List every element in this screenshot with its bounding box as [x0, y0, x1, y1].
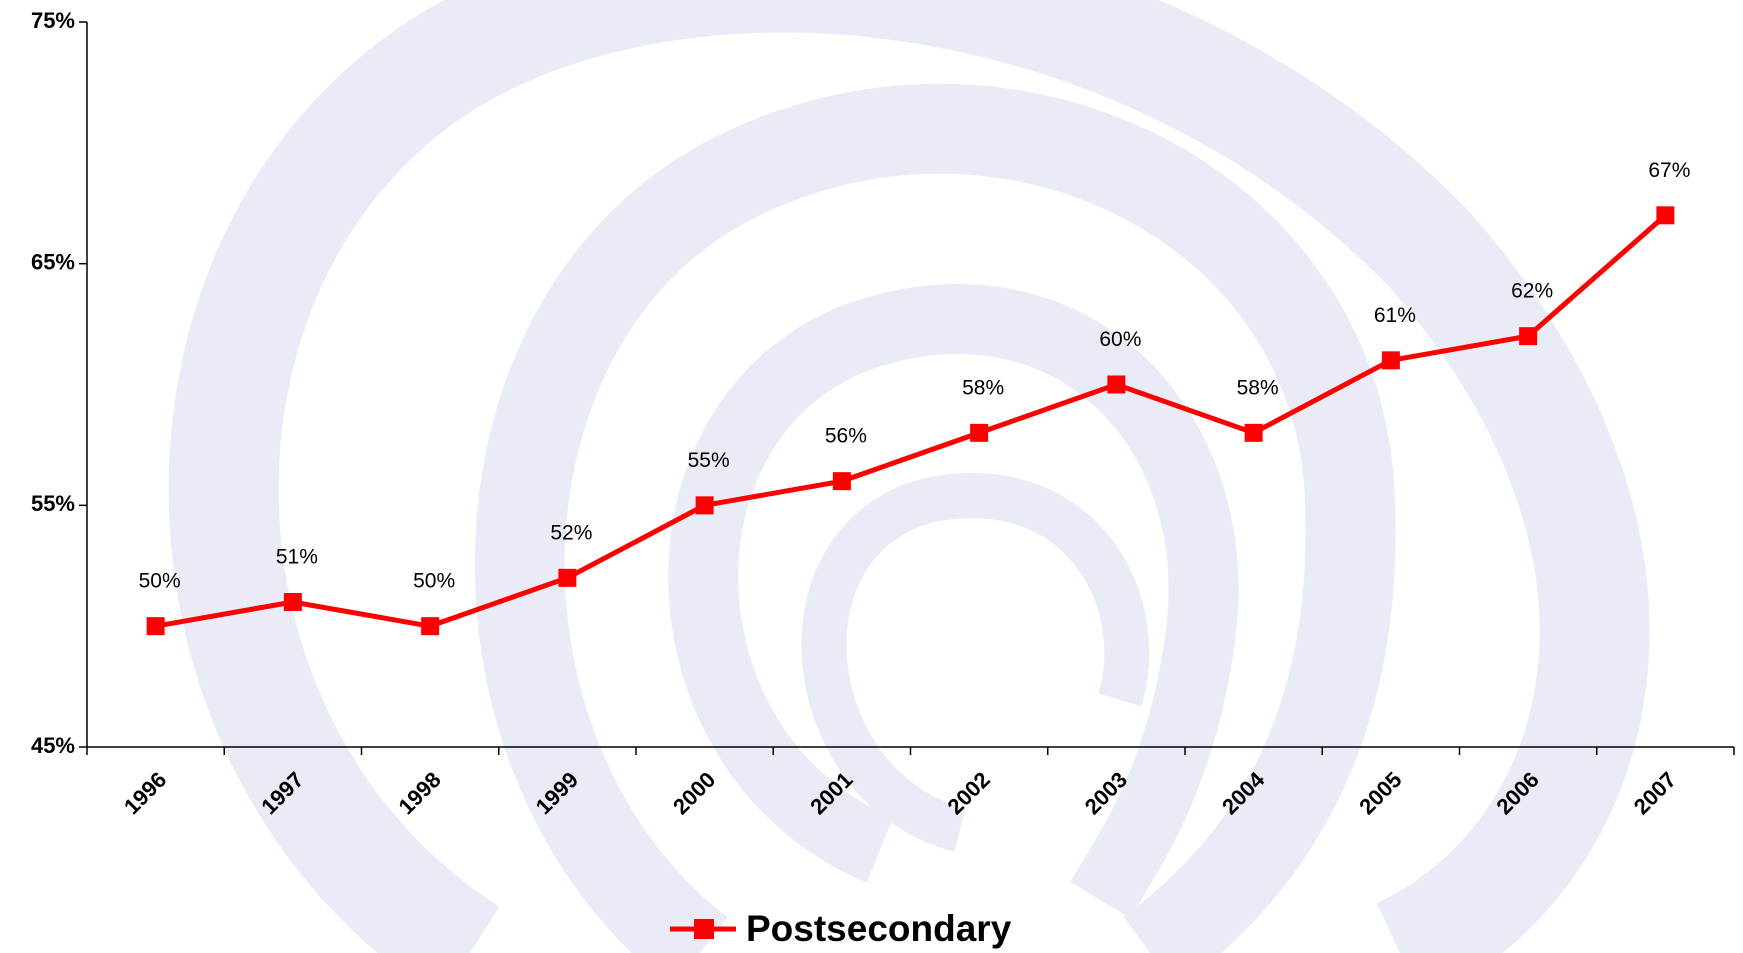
- x-tick-label: 1996: [119, 767, 171, 819]
- point-marker: [1519, 327, 1537, 345]
- data-label: 60%: [1099, 328, 1141, 351]
- y-tick-label: 45%: [31, 733, 75, 758]
- data-label: 51%: [276, 546, 318, 569]
- data-label: 58%: [1237, 376, 1279, 399]
- point-marker: [421, 617, 439, 635]
- point-marker: [1656, 206, 1674, 224]
- x-tick-label: 2000: [668, 767, 720, 819]
- data-label: 62%: [1511, 280, 1553, 303]
- x-tick-label: 1998: [393, 767, 445, 819]
- point-marker: [696, 496, 714, 514]
- legend-marker: [694, 919, 714, 939]
- y-tick-label: 75%: [31, 8, 75, 33]
- y-tick-label: 65%: [31, 249, 75, 274]
- data-label: 58%: [962, 376, 1004, 399]
- chart: 45%55%65%75%1996199719981999200020012002…: [0, 0, 1743, 953]
- point-marker: [833, 472, 851, 490]
- x-tick-label: 2005: [1354, 767, 1406, 819]
- point-marker: [1107, 376, 1125, 394]
- y-tick-label: 55%: [31, 491, 75, 516]
- point-marker: [147, 617, 165, 635]
- point-marker: [970, 424, 988, 442]
- point-marker: [558, 569, 576, 587]
- data-label: 52%: [550, 521, 592, 544]
- x-tick-label: 2007: [1629, 767, 1681, 819]
- background-swirl: [224, 0, 1595, 953]
- data-label: 67%: [1648, 159, 1690, 182]
- data-label: 55%: [688, 449, 730, 472]
- point-marker: [284, 593, 302, 611]
- data-label: 50%: [139, 570, 181, 593]
- legend-label: Postsecondary: [746, 908, 1012, 949]
- point-marker: [1245, 424, 1263, 442]
- point-marker: [1382, 351, 1400, 369]
- data-label: 56%: [825, 425, 867, 448]
- data-label: 61%: [1374, 304, 1416, 327]
- data-label: 50%: [413, 570, 455, 593]
